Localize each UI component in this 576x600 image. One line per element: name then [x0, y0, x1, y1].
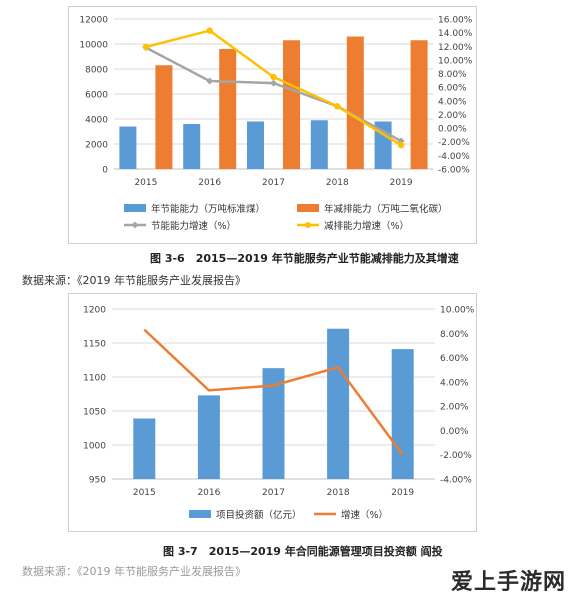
x-tick-label: 2016: [197, 488, 220, 498]
line-point: [270, 73, 277, 81]
y2-tick-label: 0.00%: [438, 125, 467, 135]
y-tick-label: 1000: [83, 442, 106, 452]
figure-2-source: 数据来源：《2019 年节能服务产业发展报告》: [22, 565, 246, 578]
y2-tick-label: 4.00%: [440, 378, 469, 388]
y2-tick-label: 2.00%: [440, 403, 469, 413]
legend-label: 减排能力增速（%）: [324, 220, 409, 232]
y-tick-label: 1100: [83, 374, 106, 384]
y-tick-label: 12000: [79, 16, 108, 26]
y2-tick-label: 2.00%: [438, 111, 467, 121]
y-tick-label: 0: [102, 166, 108, 176]
bar-ed7d31: [283, 40, 300, 169]
y-tick-label: 6000: [85, 91, 108, 101]
chart-1: 0 2000 4000 6000 8000 10000 12000 -6.00% -4.00% -…: [79, 16, 473, 233]
bar-ed7d31: [155, 65, 173, 169]
y-tick-label: 1150: [83, 340, 106, 350]
figure-2-caption: 图 3-7 2015—2019 年合同能源管理项目投资额 阎投: [163, 545, 443, 558]
x-tick-label: 2015: [133, 488, 156, 498]
chart-2-frame: 950 1000 1050 1100 1150 1200 -4.00% -2.00% 0.00%…: [68, 293, 477, 532]
legend-swatch: [189, 510, 211, 518]
y2-tick-label: 12.00%: [438, 43, 473, 53]
chart-1-frame: 0 2000 4000 6000 8000 10000 12000 -6.00% -4.00% -…: [68, 6, 477, 244]
x-tick-label: 2019: [391, 488, 414, 498]
legend-label: 年减排能力（万吨二氧化碳）: [324, 203, 448, 215]
bar-5b9bd5: [183, 124, 201, 169]
line-point: [142, 43, 150, 51]
bar-ed7d31: [346, 36, 364, 169]
bar-5b9bd5: [391, 349, 414, 479]
series-line-0: [143, 328, 404, 456]
figure-1-caption: 图 3-6 2015—2019 年节能服务产业节能减排能力及其增速: [150, 252, 459, 265]
y2-tick-label: 14.00%: [438, 29, 473, 39]
bar-5b9bd5: [247, 121, 264, 169]
line-point: [270, 79, 277, 87]
y2-tick-label: 16.00%: [438, 16, 473, 26]
y2-tick-label: -4.00%: [440, 476, 472, 486]
x-tick-label: 2015: [134, 178, 157, 188]
y-tick-label: 4000: [85, 116, 108, 126]
y2-tick-label: -2.00%: [438, 138, 470, 148]
x-tick-label: 2019: [390, 178, 413, 188]
legend-swatch: [297, 204, 319, 212]
legend-marker: [131, 221, 139, 229]
x-tick-label: 2017: [262, 488, 285, 498]
x-tick-label: 2018: [327, 488, 350, 498]
line-point: [206, 77, 214, 85]
y-tick-label: 8000: [85, 66, 108, 76]
y2-tick-label: -6.00%: [438, 166, 470, 176]
y-tick-label: 10000: [79, 41, 108, 51]
y2-tick-label: 10.00%: [438, 56, 473, 66]
legend-swatch: [124, 204, 146, 212]
y2-tick-label: 10.00%: [440, 306, 475, 316]
line-point: [397, 141, 405, 149]
legend-label: 年节能能力（万吨标准煤）: [151, 203, 265, 215]
y-tick-label: 950: [89, 476, 106, 486]
y2-tick-label: 8.00%: [438, 70, 467, 80]
bar-5b9bd5: [310, 120, 328, 169]
bar-ed7d31: [410, 40, 428, 169]
x-tick-label: 2017: [262, 178, 285, 188]
y-tick-label: 1050: [83, 408, 106, 418]
y2-tick-label: -2.00%: [440, 451, 472, 461]
y2-tick-label: 6.00%: [440, 354, 469, 364]
watermark-logo: 爱上手游网: [450, 570, 566, 595]
legend-label: 节能能力增速（%）: [151, 220, 236, 232]
bar-5b9bd5: [133, 418, 156, 479]
x-tick-label: 2018: [326, 178, 349, 188]
y2-tick-label: -4.00%: [438, 152, 470, 162]
line-point: [206, 27, 213, 34]
y2-tick-label: 6.00%: [438, 84, 467, 94]
bar-ed7d31: [219, 49, 237, 169]
y-tick-label: 1200: [83, 306, 106, 316]
bar-5b9bd5: [119, 126, 137, 169]
y-tick-label: 2000: [85, 141, 108, 151]
y2-tick-label: 0.00%: [440, 427, 469, 437]
bar-5b9bd5: [327, 328, 350, 479]
legend-marker: [305, 222, 311, 228]
legend-label: 增速（%）: [341, 509, 388, 521]
x-tick-label: 2016: [198, 178, 221, 188]
line-point: [334, 103, 341, 110]
legend-label: 项目投资额（亿元）: [216, 509, 302, 521]
y2-tick-label: 8.00%: [440, 330, 469, 340]
chart-2: 950 1000 1050 1100 1150 1200 -4.00% -2.00% 0.00%…: [83, 306, 475, 522]
bar-5b9bd5: [262, 368, 285, 479]
figure-1-source: 数据来源：《2019 年节能服务产业发展报告》: [22, 274, 246, 287]
y2-tick-label: 4.00%: [438, 97, 467, 107]
bar-5b9bd5: [197, 395, 220, 479]
